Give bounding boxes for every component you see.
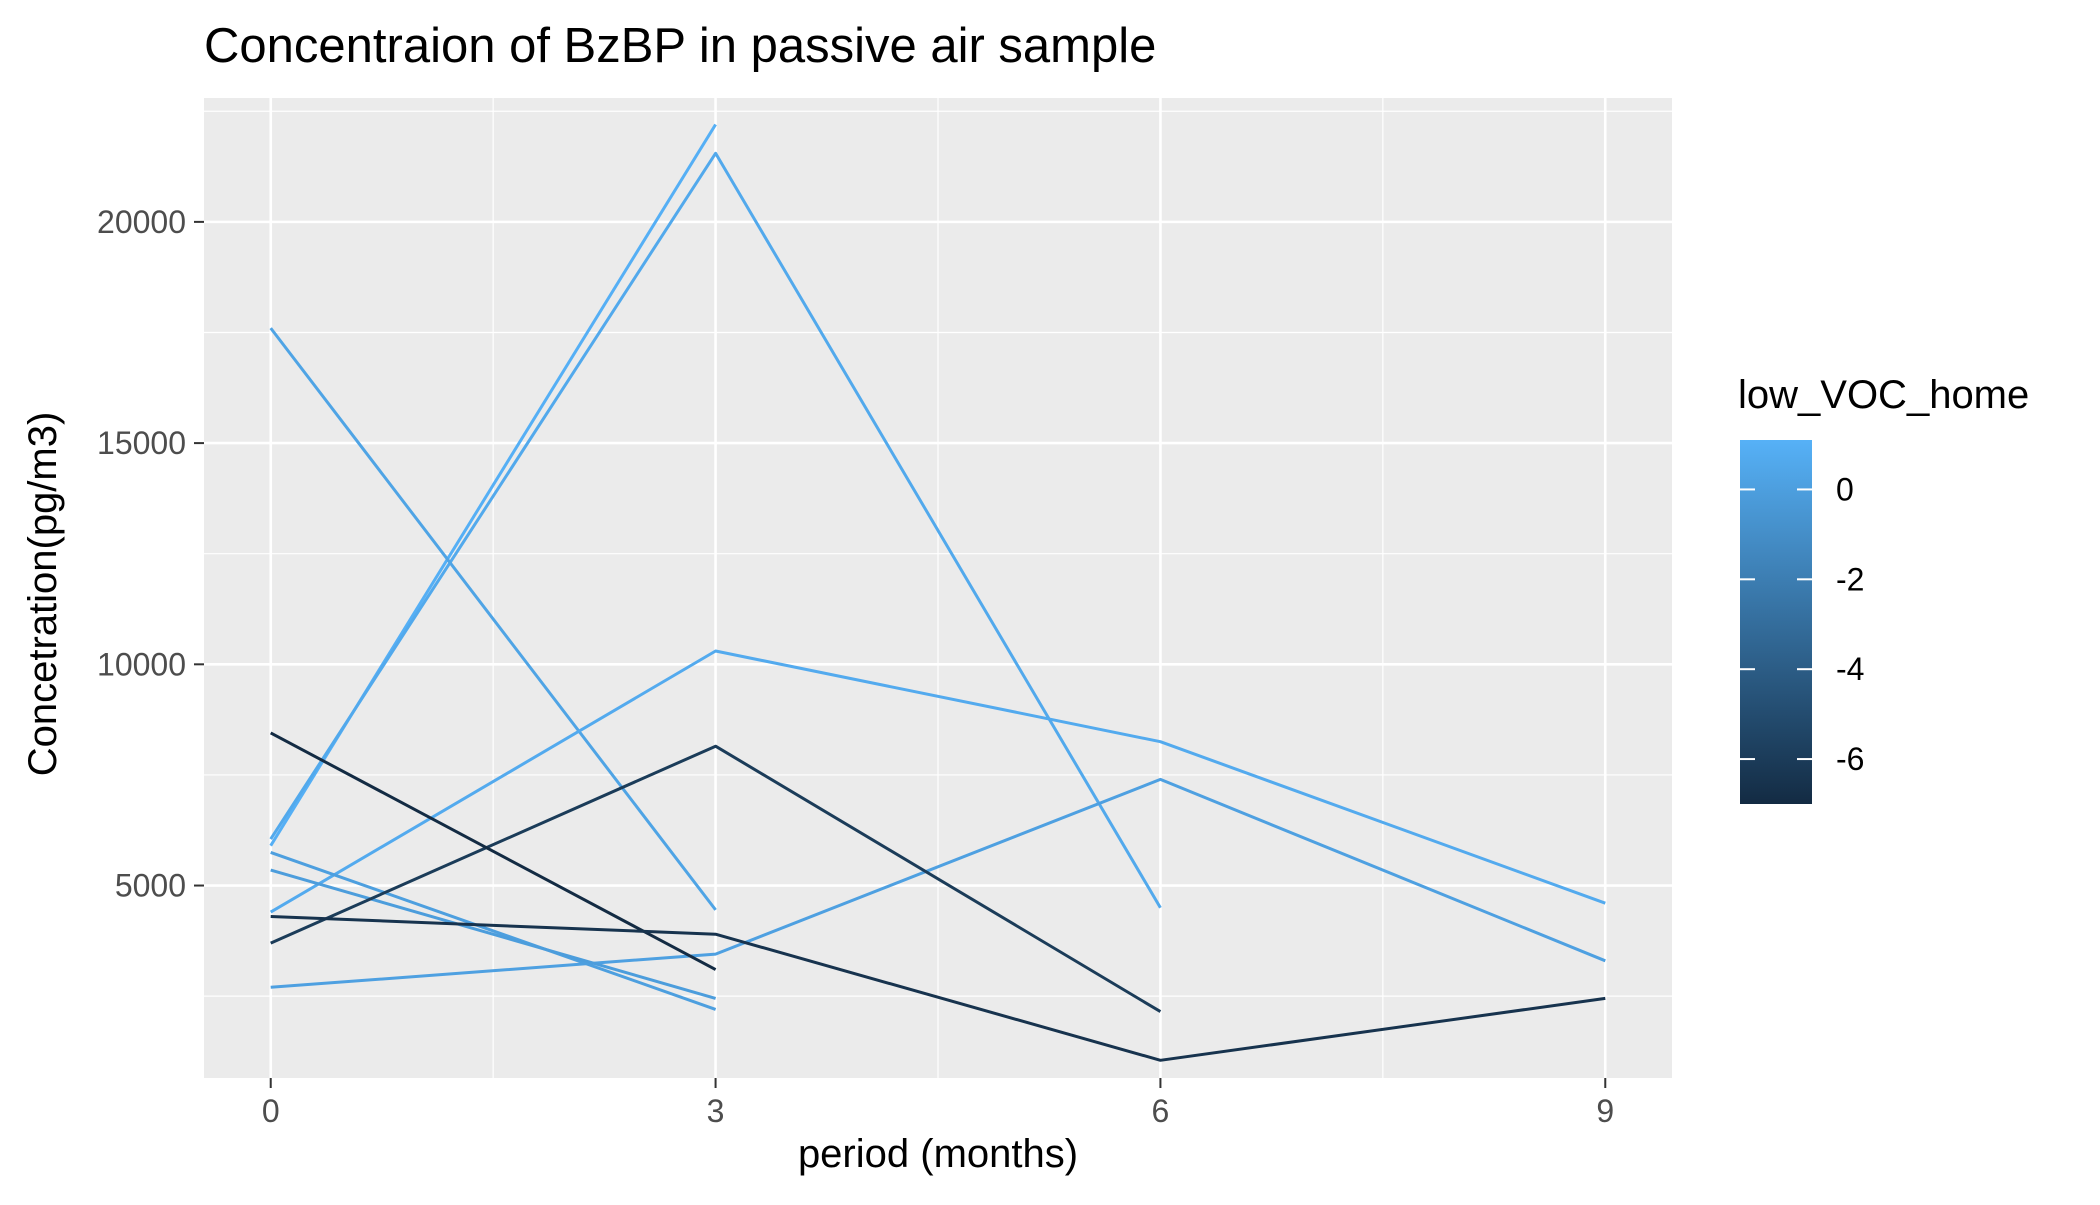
series-layer — [269, 123, 1606, 1062]
colorbar-tick-label: -4 — [1836, 651, 1864, 687]
colorbar-tick-label: 0 — [1836, 471, 1854, 507]
x-tick-label: 0 — [262, 1093, 280, 1129]
x-axis-title: period (months) — [798, 1132, 1078, 1176]
y-tick-label: 10000 — [97, 646, 186, 682]
x-tick-label: 3 — [707, 1093, 725, 1129]
series-line-4 — [269, 649, 1606, 914]
series-line-7 — [270, 868, 717, 1000]
colorbar-tick-label: -6 — [1836, 741, 1864, 777]
x-tick-label: 9 — [1596, 1093, 1614, 1129]
colorbar-tick-label: -2 — [1836, 561, 1864, 597]
series-line-8 — [270, 744, 1162, 1013]
series-line-5 — [270, 777, 1606, 989]
y-tick-label: 15000 — [97, 425, 186, 461]
y-tick-label: 5000 — [115, 868, 186, 904]
series-line-2 — [269, 151, 1162, 909]
plot-panel — [204, 98, 1672, 1078]
series-line-10 — [270, 915, 1606, 1062]
y-axis-title: Concetration(pg/m3) — [21, 412, 65, 777]
x-tick-label: 6 — [1152, 1093, 1170, 1129]
series-line-3 — [269, 327, 717, 911]
legend-colorbar — [1740, 440, 1812, 804]
series-line-6 — [270, 850, 717, 1011]
chart-title: Concentraion of BzBP in passive air samp… — [204, 19, 1156, 73]
legend-title: low_VOC_home — [1738, 373, 2029, 417]
axis-layer: 0 3 6 9 5000 10000 15000 20000 — [97, 204, 1614, 1129]
legend: low_VOC_home 0 -2 -4 -6 — [1738, 373, 2029, 804]
y-tick-label: 20000 — [97, 204, 186, 240]
